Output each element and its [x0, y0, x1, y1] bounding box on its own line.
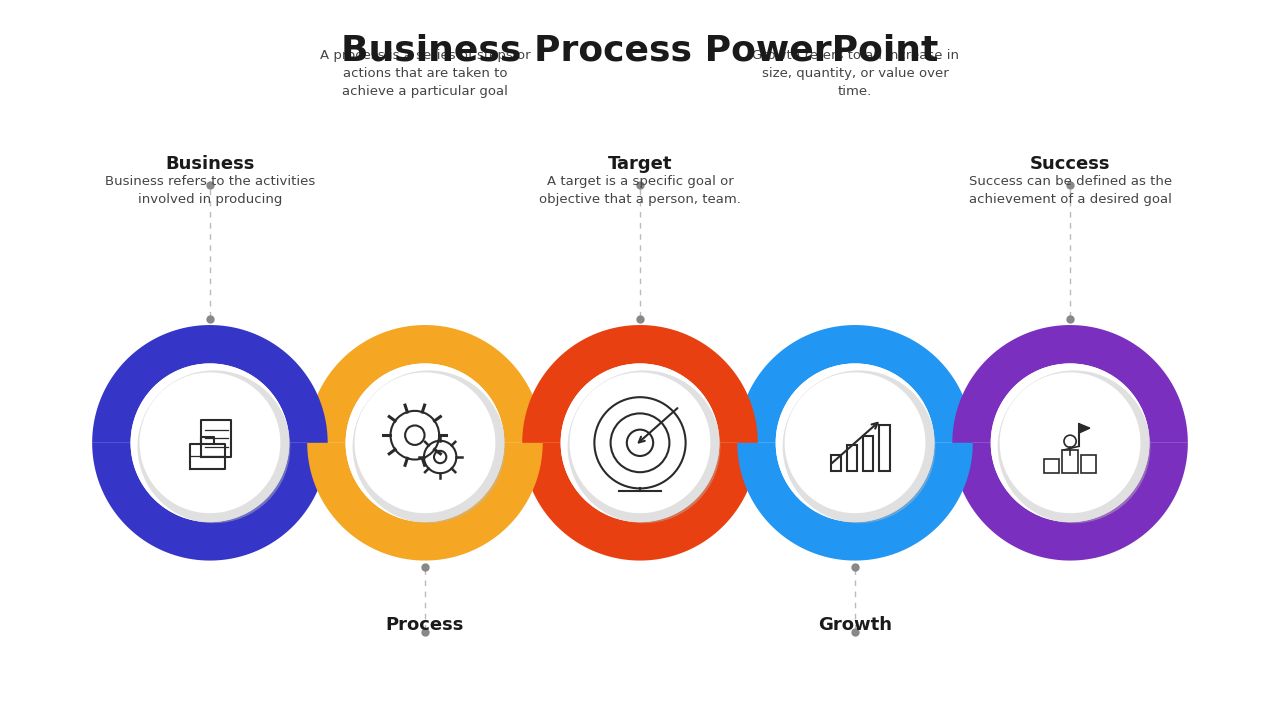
Bar — [847, 446, 858, 471]
Circle shape — [140, 372, 280, 513]
Circle shape — [570, 372, 710, 513]
Text: Business Process PowerPoint: Business Process PowerPoint — [342, 33, 938, 68]
Polygon shape — [1079, 423, 1089, 433]
Text: Success can be defined as the
achievement of a desired goal: Success can be defined as the achievemen… — [969, 175, 1171, 206]
Text: Business: Business — [165, 155, 255, 173]
Text: Process: Process — [385, 616, 465, 634]
Polygon shape — [522, 325, 758, 443]
Bar — [1044, 459, 1060, 473]
Bar — [863, 436, 873, 471]
Text: Business refers to the activities
involved in producing: Business refers to the activities involv… — [105, 175, 315, 206]
Text: Growth refers to an increase in
size, quantity, or value over
time.: Growth refers to an increase in size, qu… — [751, 49, 959, 98]
Circle shape — [776, 364, 934, 522]
Circle shape — [782, 370, 936, 523]
Bar — [879, 425, 890, 471]
Circle shape — [137, 370, 291, 523]
Polygon shape — [92, 443, 328, 561]
Polygon shape — [92, 325, 328, 443]
Text: Target: Target — [608, 155, 672, 173]
Polygon shape — [737, 443, 973, 561]
Circle shape — [352, 370, 506, 523]
Circle shape — [131, 364, 289, 522]
Bar — [1062, 450, 1078, 473]
Bar — [1080, 456, 1096, 473]
Circle shape — [567, 370, 721, 523]
Text: Growth: Growth — [818, 616, 892, 634]
Circle shape — [997, 370, 1151, 523]
Circle shape — [1000, 372, 1140, 513]
Circle shape — [346, 364, 504, 522]
Polygon shape — [737, 325, 973, 443]
Circle shape — [991, 364, 1149, 522]
Polygon shape — [952, 443, 1188, 561]
Text: A process is a series of steps or
actions that are taken to
achieve a particular: A process is a series of steps or action… — [320, 49, 530, 98]
Circle shape — [355, 372, 495, 513]
Circle shape — [561, 364, 719, 522]
Text: A target is a specific goal or
objective that a person, team.: A target is a specific goal or objective… — [539, 175, 741, 206]
Text: Success: Success — [1030, 155, 1110, 173]
Bar — [831, 456, 841, 471]
Polygon shape — [952, 325, 1188, 443]
Polygon shape — [307, 325, 543, 443]
Polygon shape — [307, 443, 543, 561]
Circle shape — [785, 372, 925, 513]
Polygon shape — [522, 443, 758, 561]
